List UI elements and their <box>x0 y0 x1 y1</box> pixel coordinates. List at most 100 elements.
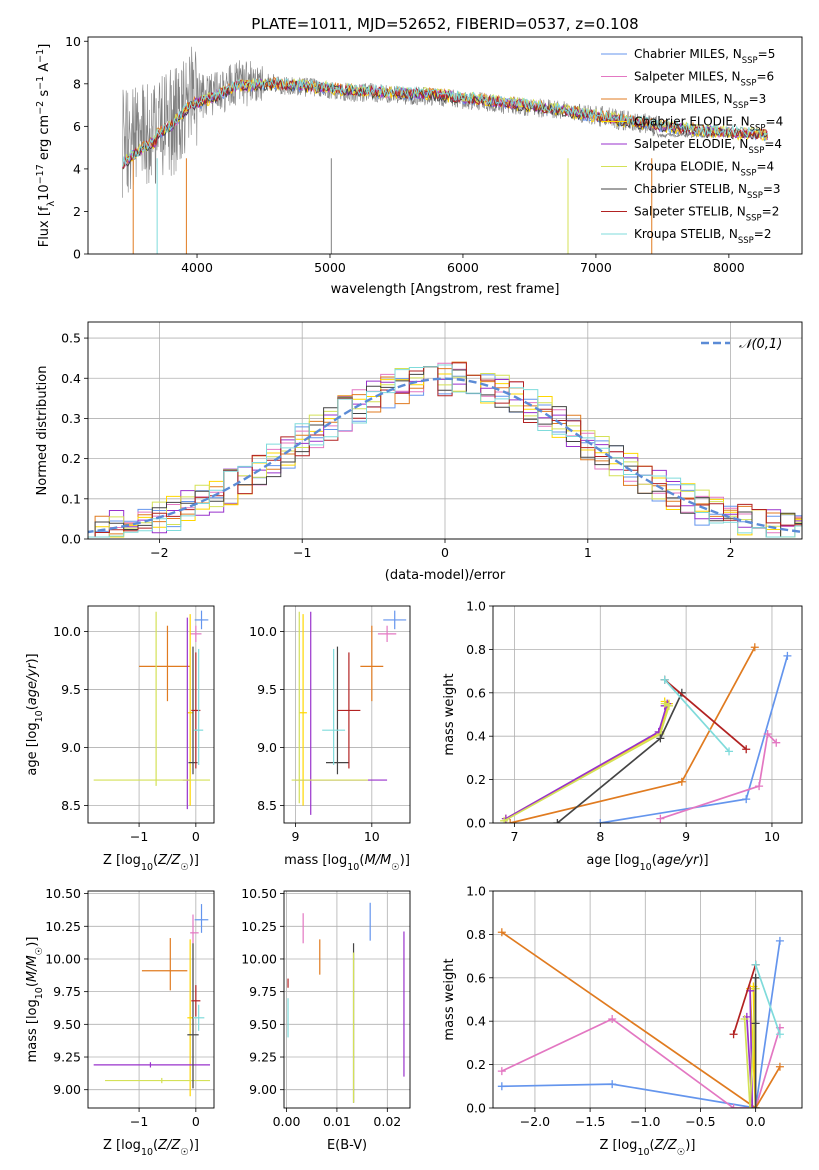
errorbar-salpeter-miles <box>377 625 397 642</box>
series-kroupa-stelib <box>660 675 734 756</box>
y-tick-label: 10 <box>65 34 81 49</box>
series-salpeter-elodie <box>742 986 757 1108</box>
series-line <box>501 931 781 1108</box>
errorbar-kroupa-miles <box>141 938 188 991</box>
y-tick-label: 10.0 <box>53 624 81 639</box>
y-tick-label: 4 <box>73 161 81 176</box>
errorbar-chabrier-miles <box>194 904 209 933</box>
x-tick-label: 0.01 <box>323 1114 351 1129</box>
y-tick-label: 0.2 <box>466 772 486 787</box>
data-point-marker <box>664 701 673 710</box>
y-tick-label: 10.0 <box>249 624 277 639</box>
y-tick-label: 0.2 <box>466 1057 486 1072</box>
hist-chabrier-stelib <box>88 366 802 538</box>
y-tick-label: 1.0 <box>466 599 486 614</box>
errorbar-kroupa-elodie <box>105 1077 211 1084</box>
legend-entry: Chabrier MILES, NSSP=5 <box>634 47 775 66</box>
x-tick-label: −2 <box>150 545 168 560</box>
errorbar-salpeter-stelib <box>337 652 361 769</box>
errorbar-salpeter-stelib <box>191 985 201 1017</box>
errorbar-kroupa-elodie <box>93 611 211 786</box>
data-point-marker <box>608 1080 617 1089</box>
y-tick-label: 10.25 <box>241 919 277 934</box>
data-point-marker <box>740 1015 749 1024</box>
y-axis-label: mass weight <box>442 673 457 755</box>
series-salpeter-stelib <box>660 675 751 754</box>
legend-entry: Kroupa MILES, NSSP=3 <box>634 92 766 111</box>
x-tick-label: −1 <box>293 545 311 560</box>
series-kroupa-miles <box>497 928 784 1108</box>
hist-chabrier-elodie <box>88 366 802 538</box>
errorbar-chabrier-elodie <box>187 614 193 806</box>
x-tick-label: 8000 <box>713 260 745 275</box>
errorbar-salpeter-elodie <box>93 1062 211 1068</box>
y-tick-label: 8.5 <box>61 798 81 813</box>
errorbar-chabrier-stelib <box>187 943 199 1089</box>
y-tick-label: 0.0 <box>61 532 81 547</box>
series-kroupa-stelib <box>751 960 784 1039</box>
y-tick-label: 6 <box>73 119 81 134</box>
axes-frame <box>87 605 215 824</box>
y-tick-label: 0.0 <box>466 816 486 831</box>
x-tick-label: 0.00 <box>273 1114 301 1129</box>
x-tick-label: 4000 <box>181 260 213 275</box>
normal-curve <box>88 377 802 534</box>
data-point-marker <box>748 1104 757 1108</box>
y-tick-label: 0.3 <box>61 411 81 426</box>
data-point-marker <box>553 819 562 823</box>
series-line <box>501 940 781 1108</box>
x-tick-label: −1 <box>130 1114 148 1129</box>
y-tick-label: 0.4 <box>466 729 486 744</box>
axes-frame <box>87 890 215 1109</box>
histograms <box>88 361 802 538</box>
data-point-marker <box>775 1030 784 1039</box>
data-point-marker <box>497 1082 506 1091</box>
y-tick-label: 10.25 <box>45 919 81 934</box>
errorbar-kroupa-stelib <box>322 648 346 765</box>
errorbar-kroupa-stelib <box>194 648 204 765</box>
y-tick-label: 0.1 <box>61 491 81 506</box>
y-tick-label: 10.00 <box>45 951 81 966</box>
data-point-marker <box>742 745 751 754</box>
x-tick-label: 7000 <box>580 260 612 275</box>
y-axis-label: mass [log10(M/M☉)] <box>25 937 45 1063</box>
y-tick-label: 10.00 <box>241 951 277 966</box>
x-tick-label: 0.0 <box>746 1114 766 1129</box>
series-line <box>754 964 781 1035</box>
y-tick-label: 8 <box>73 76 81 91</box>
errorbars <box>93 610 211 810</box>
weight-lines <box>500 643 792 823</box>
y-tick-label: 0.4 <box>61 371 81 386</box>
errorbar-salpeter-elodie <box>295 611 388 815</box>
errorbar-chabrier-elodie <box>187 939 193 1097</box>
spectrum-lines <box>122 46 768 254</box>
errorbars <box>291 610 407 815</box>
x-axis-label: Z [log10(Z/Z☉)] <box>103 853 199 873</box>
series-line <box>664 679 747 750</box>
series-line <box>600 655 789 823</box>
data-point-marker <box>660 699 669 708</box>
y-tick-label: 0.5 <box>61 331 81 346</box>
legend-entry: Salpeter STELIB, NSSP=2 <box>634 205 779 224</box>
x-axis-label: mass [log10(M/M☉)] <box>284 853 410 873</box>
series-chabrier-miles <box>497 936 784 1108</box>
y-tick-label: 1.0 <box>466 884 486 899</box>
y-tick-label: 2 <box>73 204 81 219</box>
series-line <box>743 988 757 1108</box>
data-point-marker <box>772 738 781 747</box>
errorbars <box>287 902 405 1103</box>
model-line-kroupa-elodie <box>122 77 768 167</box>
data-point-marker <box>746 1104 755 1108</box>
y-tick-label: 9.75 <box>249 984 277 999</box>
data-point-marker <box>497 1067 506 1076</box>
errorbar-kroupa-elodie <box>291 611 368 804</box>
series-line <box>505 700 669 820</box>
errorbar-kroupa-miles <box>139 625 191 702</box>
y-tick-label: 8.5 <box>257 798 277 813</box>
y-tick-label: 0.0 <box>466 1101 486 1116</box>
legend-entry: Chabrier STELIB, NSSP=3 <box>634 182 781 201</box>
data-point-marker <box>763 730 772 739</box>
x-axis-label: wavelength [Angstrom, rest frame] <box>331 282 560 297</box>
series-line <box>503 702 671 822</box>
